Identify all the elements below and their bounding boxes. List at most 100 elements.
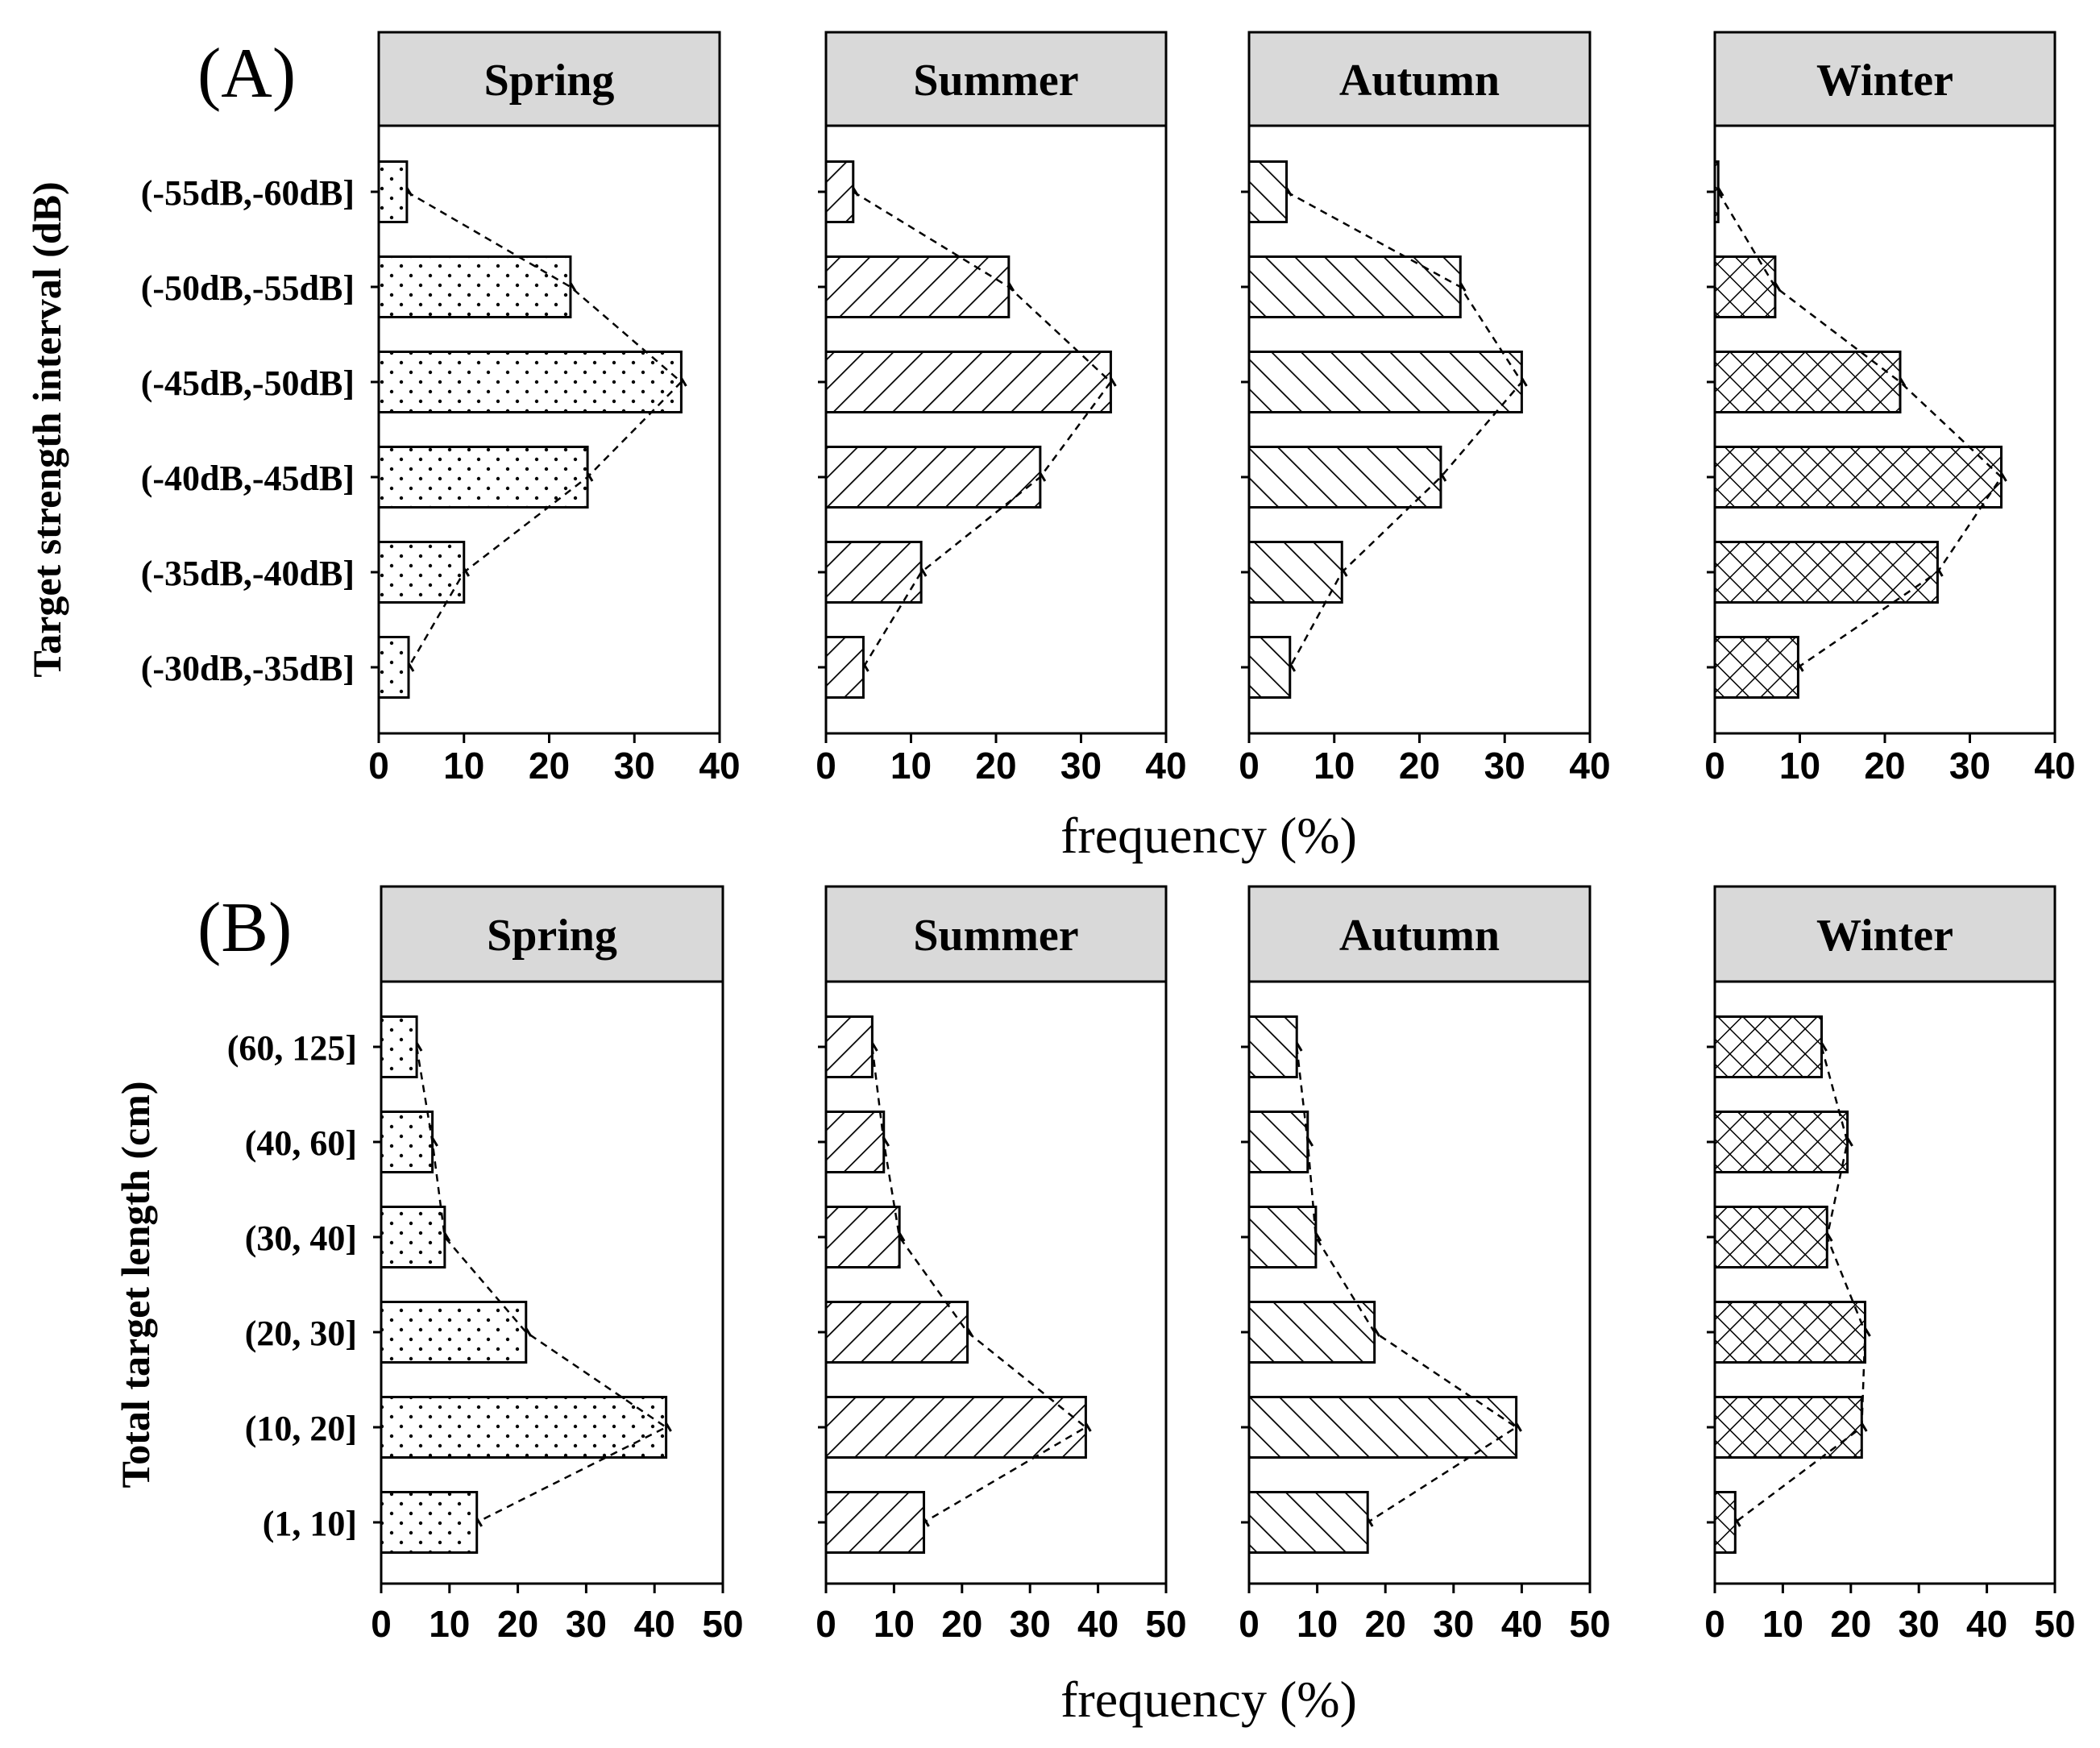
bar [380, 1111, 434, 1173]
x-tick-label: 0 [1704, 1603, 1725, 1645]
connector-line [415, 1046, 669, 1524]
bar-end-marker [1306, 1137, 1314, 1147]
panel-title: Autumn [1339, 56, 1500, 106]
x-tick-label: 30 [1060, 745, 1102, 787]
bar-end-marker [443, 1232, 451, 1242]
bar [824, 351, 1112, 413]
bar-end-marker [1864, 1327, 1871, 1337]
bar-end-marker [1734, 1518, 1741, 1527]
bar [1247, 160, 1289, 223]
panel-winter: Winter 0 10 20 30 40 [1704, 31, 2076, 787]
connector-line [406, 190, 683, 668]
x-tick-label: 10 [1779, 745, 1820, 787]
connector-line [853, 190, 1113, 668]
x-tick-label: 40 [2034, 745, 2075, 787]
y-tick-label: (-50dB,-55dB] [141, 268, 355, 308]
bar [1247, 255, 1462, 318]
bar [1247, 541, 1343, 604]
x-tick-label: 30 [566, 1603, 607, 1645]
panel-title: Winter [1816, 56, 1953, 106]
bar [1247, 636, 1292, 699]
bar [1247, 351, 1523, 413]
x-axis-title: frequency (%) [1060, 1671, 1357, 1728]
panel-title: Summer [913, 56, 1078, 106]
bar [1713, 1111, 1849, 1173]
bar-end-marker [525, 1327, 533, 1337]
x-tick-label: 30 [1433, 1603, 1474, 1645]
y-tick-label: (60, 125] [227, 1028, 357, 1068]
bar [1247, 1491, 1369, 1554]
panel-autumn: Autumn 0 10 20 30 40 50 [1239, 885, 1611, 1645]
x-tick-label: 20 [529, 745, 570, 787]
x-tick-label: 50 [702, 1603, 743, 1645]
connector-line [1717, 191, 2003, 669]
bar [377, 255, 572, 318]
bar-end-marker [586, 472, 594, 482]
bar-end-marker [1825, 1232, 1833, 1242]
bar [1713, 1396, 1863, 1459]
x-tick-label: 20 [1864, 745, 1905, 787]
x-tick-label: 30 [1484, 745, 1525, 787]
panel-autumn: Autumn 0 10 20 30 40 [1239, 31, 1611, 787]
x-tick-label: 10 [874, 1603, 915, 1645]
x-tick-label: 0 [1704, 745, 1725, 787]
plot-frame [824, 124, 1168, 735]
bar [824, 1111, 886, 1173]
bar [1713, 446, 2003, 509]
bar-end-marker [475, 1518, 483, 1527]
bar [1247, 1015, 1298, 1078]
bar-end-marker [1314, 1232, 1322, 1242]
panel-letter: (B) [197, 889, 292, 967]
x-tick-label: 0 [371, 1603, 392, 1645]
x-tick-label: 0 [816, 1603, 836, 1645]
bar-end-marker [1110, 377, 1117, 387]
bar [1247, 1396, 1518, 1459]
bar-end-marker [1340, 567, 1348, 577]
bar-end-marker [898, 1232, 906, 1242]
panel-spring: Spring 0 10 20 30 40 50 [371, 885, 744, 1645]
plot-frame [1713, 124, 2056, 735]
plot-frame [377, 124, 721, 735]
bar [1713, 1015, 1824, 1078]
connector-line [1295, 1046, 1518, 1524]
x-tick-label: 0 [1239, 1603, 1260, 1645]
panel-title: Spring [487, 911, 617, 961]
x-tick-label: 0 [1239, 745, 1260, 787]
bar-end-marker [680, 377, 687, 387]
bar-end-marker [1797, 662, 1804, 672]
bar-end-marker [1716, 187, 1724, 197]
y-axis-title: Total target length (cm) [113, 1082, 158, 1488]
panel-title: Summer [913, 911, 1078, 961]
bar-end-marker [1295, 1042, 1303, 1052]
bar [377, 160, 409, 223]
panel-header [1247, 885, 1592, 983]
bar-end-marker [1085, 1422, 1092, 1432]
y-axis-title: Target strength interval (dB) [24, 181, 69, 677]
chart-row-a: (A) Target strength interval (dB) (-55dB,-… [24, 31, 2076, 864]
x-tick-label: 40 [1569, 745, 1610, 787]
x-tick-label: 0 [368, 745, 389, 787]
bar-end-marker [1039, 472, 1047, 482]
bar-end-marker [919, 567, 928, 577]
bar-end-marker [1774, 282, 1782, 292]
y-tick-label: (-45dB,-50dB] [141, 363, 355, 403]
x-axis-title: frequency (%) [1060, 807, 1357, 864]
x-tick-label: 10 [890, 745, 932, 787]
plot-frame [1247, 980, 1592, 1585]
bar [1713, 1491, 1737, 1554]
bar-end-marker [1820, 1042, 1828, 1052]
y-tick-label: (-30dB,-35dB] [141, 649, 355, 688]
bar-end-marker [665, 1422, 672, 1432]
bar [380, 1396, 668, 1459]
bar-end-marker [463, 567, 471, 577]
x-tick-label: 10 [443, 745, 484, 787]
x-tick-label: 0 [816, 745, 836, 787]
panel-spring: Spring 0 10 20 30 40 [368, 31, 741, 787]
bar [824, 1206, 901, 1268]
bar [1247, 1111, 1309, 1173]
connector-line [1734, 1046, 1866, 1523]
plot-frame [824, 980, 1168, 1585]
bar [824, 446, 1042, 509]
bar-end-marker [1289, 662, 1297, 672]
bar [377, 636, 410, 699]
